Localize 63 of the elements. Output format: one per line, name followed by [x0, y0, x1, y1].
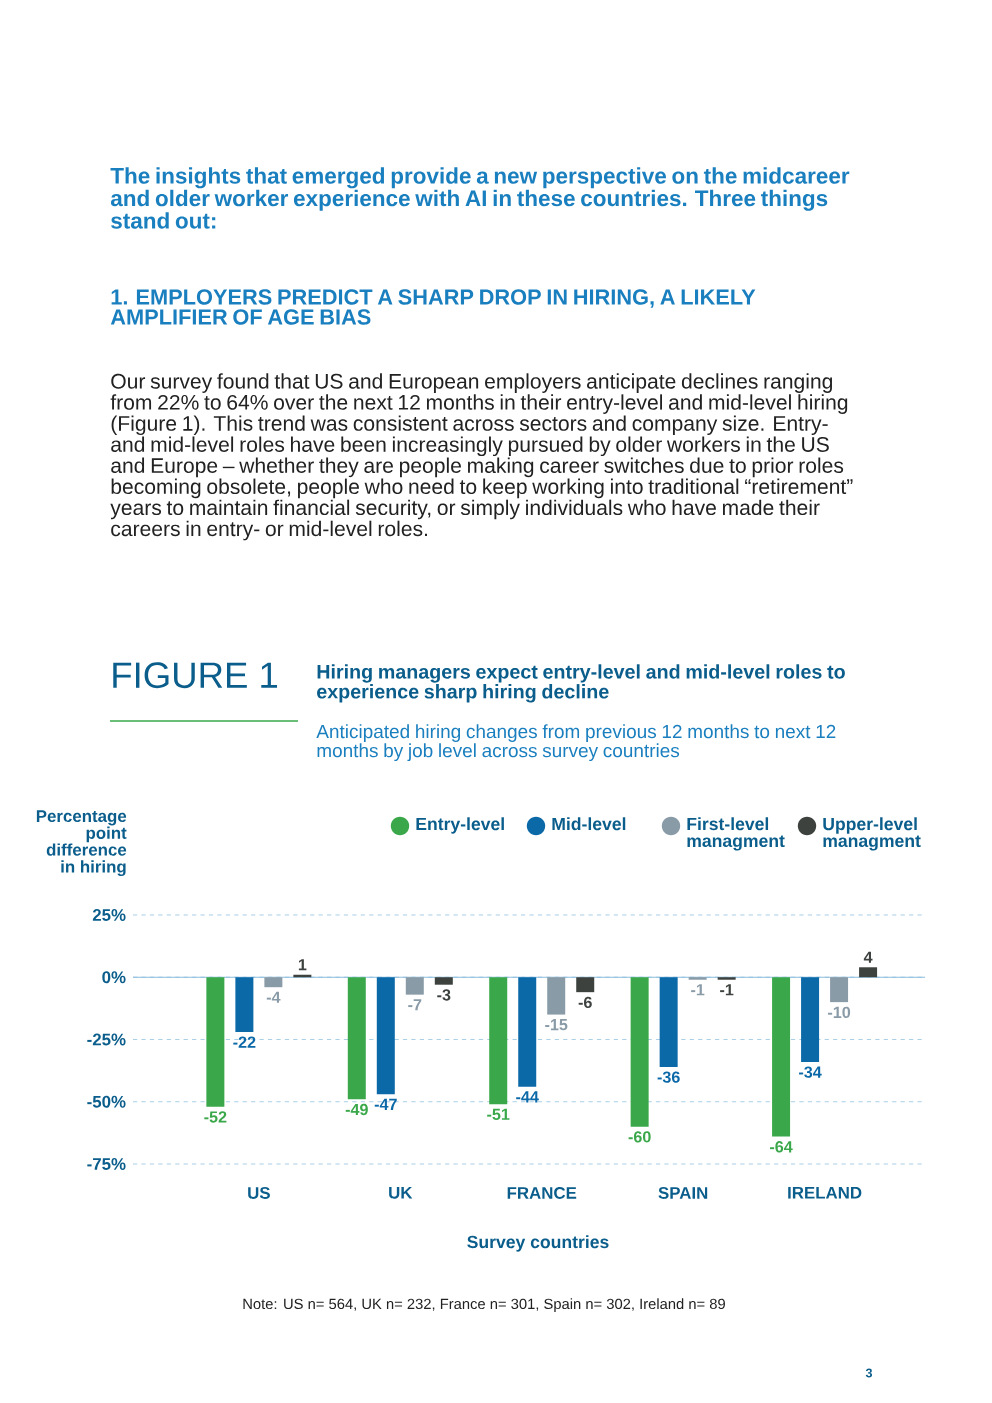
data-label: -10: [828, 1006, 851, 1019]
bar: [518, 977, 537, 1087]
caption: FIGURE 1: [113, 662, 278, 689]
data-label: -1: [691, 984, 705, 996]
y-axis-title: Percentage point difference in hiring: [36, 810, 127, 877]
legend-label: Mid-level: [552, 817, 626, 831]
bar: [206, 977, 225, 1107]
bar: [434, 977, 453, 985]
bar: [630, 977, 649, 1127]
x-tick-label: UK: [389, 1186, 413, 1199]
x-axis-title: Survey countries: [467, 1235, 609, 1252]
text: Note: US n= 564, UK n= 232, France n= 301, Spain n= 302, Ireland n= 89: [243, 1298, 725, 1313]
bar: [717, 977, 736, 980]
y-tick-label: 0%: [102, 971, 126, 984]
data-label: -64: [770, 1141, 793, 1153]
data-label: 4: [863, 951, 873, 963]
bar: [347, 977, 366, 1100]
data-label: -51: [487, 1108, 510, 1120]
data-label: -36: [657, 1071, 680, 1083]
data-label: 1: [298, 959, 307, 971]
bar: [405, 977, 424, 995]
text: 1. EMPLOYERS PREDICT A SHARP DROP IN HIRING, A LIKELY AMPLIFIER OF AGE BIAS: [110, 289, 756, 325]
y-tick-label: -50%: [87, 1095, 126, 1108]
data-label: -52: [204, 1111, 227, 1123]
legend-label: Upper-level managment: [823, 817, 921, 851]
bar: [659, 977, 678, 1067]
text: Our survey found that US and European employers anticipate declines ranging from 22% to 64% over the next 12 months in their entry-level and mid-level hiring (Figure 1). This trend was consistent across sectors and company size. Entry- and mid-level roles have been increasingly pursued by older workers in the US and Europe – whether they are people making career switches due to prior roles becoming obsolete, people who need to keep working into traditional “retirement” years to maintain financial security, or simply individuals who have made their careers in entry- or mid-level roles.: [110, 373, 853, 541]
data-label: -3: [437, 989, 451, 1001]
y-tick-label: -75%: [87, 1158, 126, 1170]
bar: [235, 977, 254, 1033]
bar: [376, 977, 395, 1095]
x-tick-label: US: [248, 1186, 270, 1199]
text: 3: [865, 1368, 873, 1378]
chart-title: Hiring managers expect entry-level and mid-level roles to experience sharp hiring decline: [317, 664, 845, 703]
bar: [688, 977, 707, 980]
x-tick-label: IRELAND: [788, 1186, 862, 1199]
x-tick-label: FRANCE: [507, 1186, 577, 1199]
bar: [772, 977, 791, 1137]
bar: [264, 977, 283, 988]
data-label: -15: [545, 1019, 568, 1031]
x-tick-label: SPAIN: [658, 1186, 708, 1199]
data-label: -34: [799, 1066, 822, 1078]
bar: [547, 977, 566, 1015]
bar: [576, 977, 595, 993]
bar: [489, 977, 508, 1105]
legend-label: Entry-level: [416, 817, 504, 834]
bar: [859, 967, 878, 978]
bar: [830, 977, 849, 1003]
y-tick-label: -25%: [87, 1033, 126, 1046]
data-label: -44: [516, 1091, 539, 1103]
text: The insights that emerged provide a new perspective on the midcareer and older worker experience with AI in these countries. Three things stand out:: [110, 167, 850, 229]
data-label: -1: [720, 984, 734, 996]
data-label: -49: [345, 1103, 368, 1116]
legend-label: First-level managment: [687, 817, 785, 851]
y-tick-label: 25%: [92, 909, 126, 921]
data-label: -60: [628, 1131, 651, 1143]
data-label: -7: [408, 999, 422, 1011]
data-label: -47: [374, 1098, 397, 1110]
data-label: -4: [266, 991, 281, 1003]
chart-subtitle: Anticipated hiring changes from previous 12 months to next 12 months by job level across survey countries: [316, 724, 836, 762]
data-label: -6: [578, 996, 592, 1009]
bar: [801, 977, 820, 1062]
data-label: -22: [233, 1036, 256, 1048]
